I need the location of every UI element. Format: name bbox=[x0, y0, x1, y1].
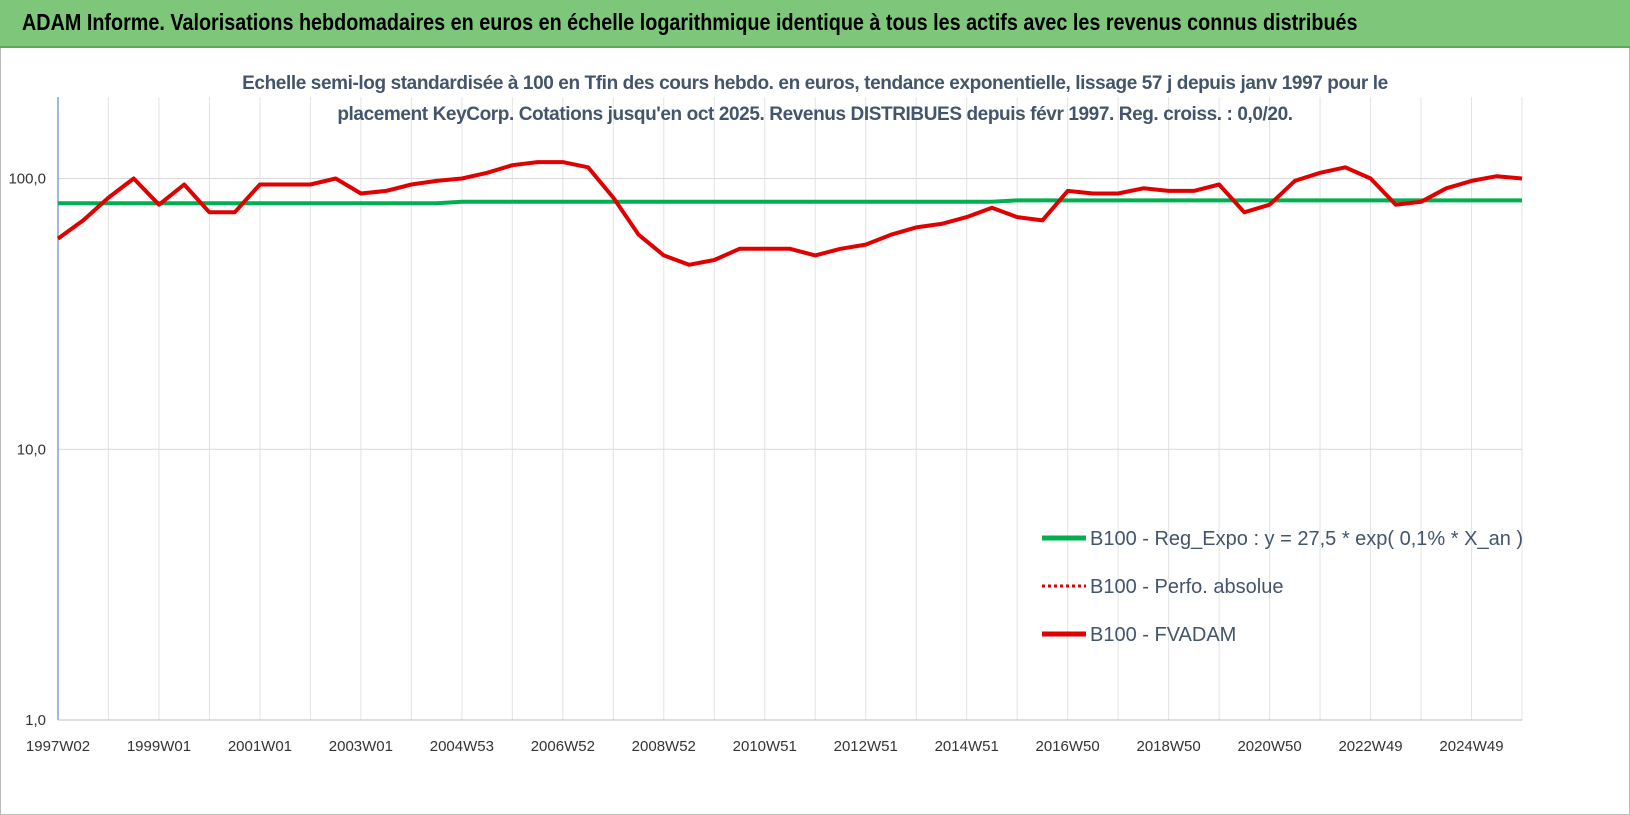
x-tick-label: 2008W52 bbox=[632, 738, 696, 755]
y-tick-label: 1,0 bbox=[25, 712, 46, 729]
x-tick-label: 2020W50 bbox=[1237, 738, 1301, 755]
chart-title: Echelle semi-log standardisée à 100 en T… bbox=[242, 73, 1388, 125]
legend-label: B100 - Reg_Expo : y = 27,5 * exp( 0,1% *… bbox=[1090, 528, 1523, 550]
banner-title: ADAM Informe. Valorisations hebdomadaire… bbox=[22, 9, 1358, 35]
banner: ADAM Informe. Valorisations hebdomadaire… bbox=[0, 0, 1630, 48]
x-tick-label: 2014W51 bbox=[935, 738, 999, 755]
x-tick-label: 2016W50 bbox=[1036, 738, 1100, 755]
x-tick-label: 2001W01 bbox=[228, 738, 292, 755]
x-tick-label: 2003W01 bbox=[329, 738, 393, 755]
x-tick-label: 2024W49 bbox=[1439, 738, 1503, 755]
y-tick-label: 10,0 bbox=[17, 441, 46, 458]
x-tick-label: 2022W49 bbox=[1338, 738, 1402, 755]
x-tick-label: 2012W51 bbox=[834, 738, 898, 755]
x-tick-label: 2018W50 bbox=[1137, 738, 1201, 755]
series-line bbox=[58, 198, 1522, 206]
x-tick-label: 2006W52 bbox=[531, 738, 595, 755]
y-tick-label: 100,0 bbox=[8, 171, 46, 188]
legend-label: B100 - FVADAM bbox=[1090, 624, 1236, 646]
x-tick-label: 1997W02 bbox=[26, 738, 90, 755]
series-line bbox=[56, 160, 1523, 267]
x-tick-label: 2004W53 bbox=[430, 738, 494, 755]
x-tick-label: 2010W51 bbox=[733, 738, 797, 755]
legend-label: B100 - Perfo. absolue bbox=[1090, 576, 1283, 598]
x-tick-label: 1999W01 bbox=[127, 738, 191, 755]
